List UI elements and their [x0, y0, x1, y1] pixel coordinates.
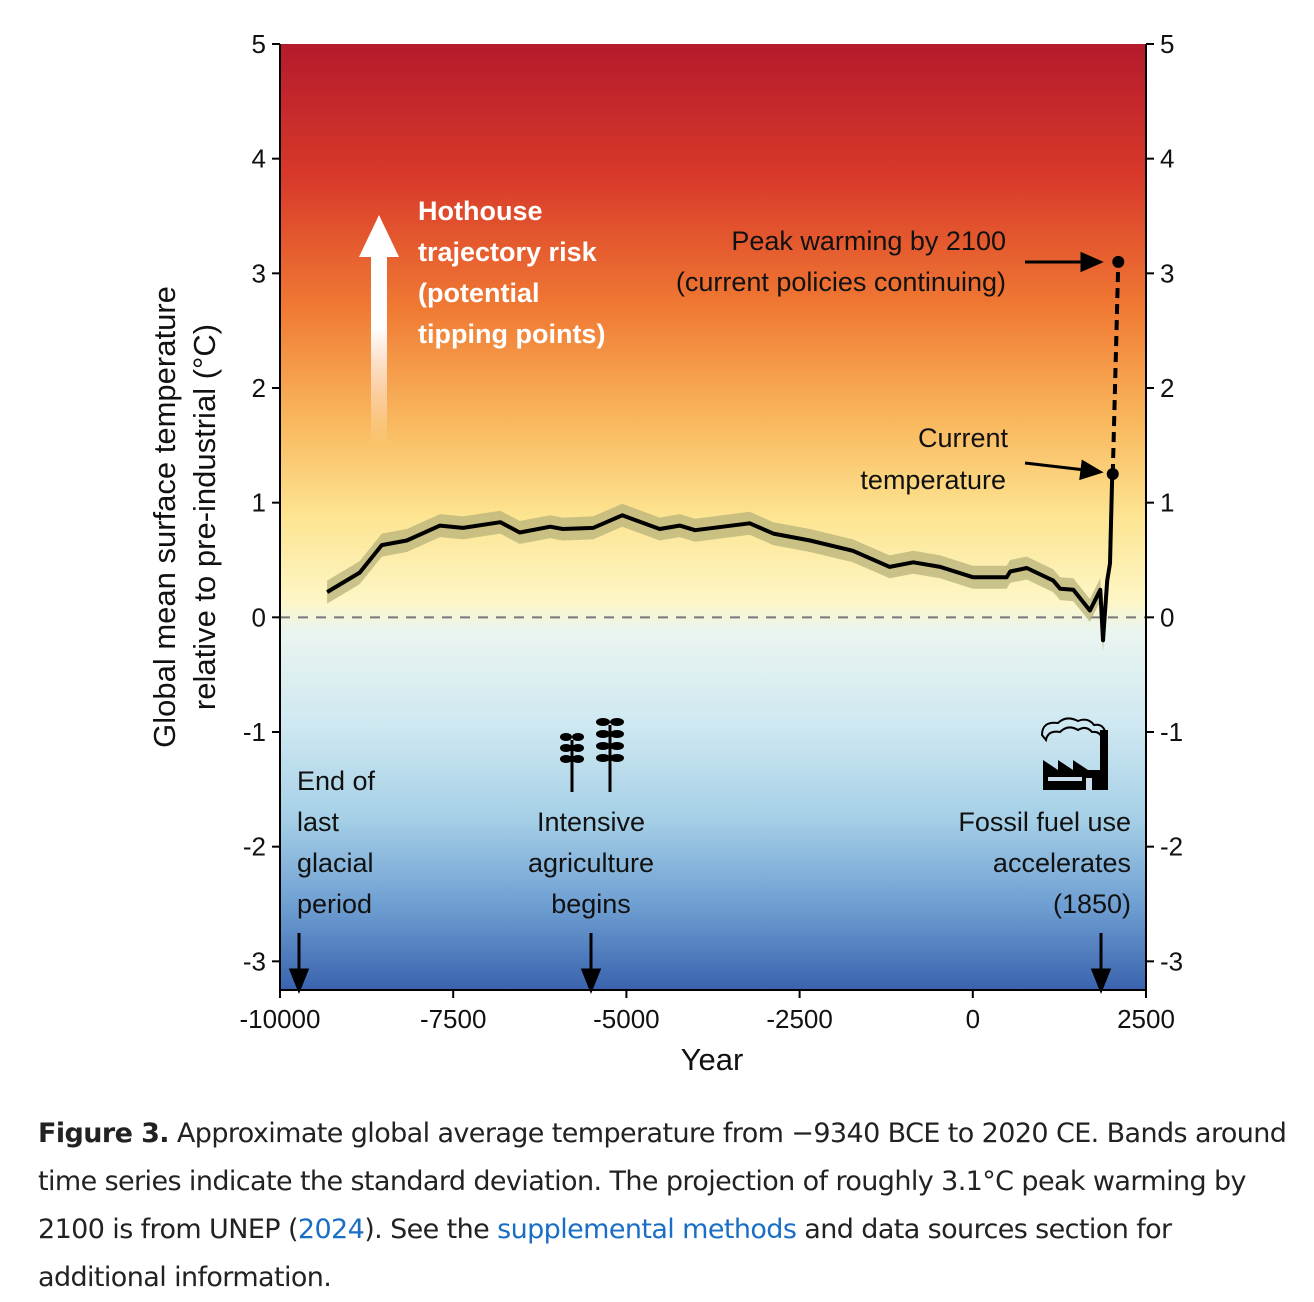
fossil-label: (1850) [1053, 889, 1131, 919]
caption-text: Approximate global average temperature f… [38, 1118, 1287, 1245]
y-tick-label-right: 5 [1160, 29, 1174, 59]
glacial-label: End of [297, 766, 376, 796]
y-tick-label-left: 2 [252, 373, 266, 403]
current-label: temperature [860, 465, 1006, 495]
y-tick-label-right: 1 [1160, 488, 1174, 518]
y-tick-label-right: 0 [1160, 602, 1174, 632]
y-tick-label-left: -1 [243, 717, 266, 747]
y-tick-label-left: 0 [252, 602, 266, 632]
hothouse-line: tipping points) [418, 319, 605, 349]
hothouse-line: (potential [418, 278, 540, 308]
agriculture-label: begins [551, 889, 631, 919]
citation-link[interactable]: 2024 [297, 1214, 365, 1245]
y-tick-label-right: 4 [1160, 144, 1174, 174]
caption-label: Figure 3. [38, 1118, 170, 1149]
y-tick-label-right: -2 [1160, 832, 1183, 862]
projection-line [1110, 261, 1121, 475]
hothouse-arrow-icon [359, 215, 399, 445]
supplemental-methods-link[interactable]: supplemental methods [497, 1214, 797, 1245]
caption-text: ). See the [364, 1214, 498, 1245]
current-label: Current [918, 423, 1009, 453]
y-tick-label-right: -1 [1160, 717, 1183, 747]
current-arrowhead-icon [1079, 459, 1104, 481]
figure-caption: Figure 3. Approximate global average tem… [38, 1110, 1298, 1302]
factory-icon [1040, 717, 1108, 790]
y-tick-label-left: -3 [243, 946, 266, 976]
y-tick-label-left: 1 [252, 488, 266, 518]
hothouse-line: Hothouse [418, 196, 543, 226]
temperature-chart: 5 5 4 4 3 3 2 2 1 1 0 0 -1 -1 -2 -2 -3 -3 -10000 -7500 -5000… [147, 29, 1184, 1077]
wheat-icon [560, 718, 624, 792]
fossil-arrow-icon [1090, 933, 1112, 995]
x-tick-label: -7500 [420, 1004, 487, 1034]
hothouse-line: trajectory risk [418, 237, 598, 267]
x-tick-label: -10000 [240, 1004, 321, 1034]
glacial-label: glacial [297, 848, 374, 878]
y-tick-label-left: 5 [252, 29, 266, 59]
y-axis-title: relative to pre-industrial (°C) [187, 324, 222, 710]
axes: 5 5 4 4 3 3 2 2 1 1 0 0 -1 -1 -2 -2 -3 -3 -10000 -7500 -5000… [240, 29, 1184, 1034]
x-tick-label: 0 [966, 1004, 980, 1034]
x-tick-label: -2500 [766, 1004, 833, 1034]
fossil-label: accelerates [993, 848, 1131, 878]
x-tick-label: -5000 [593, 1004, 660, 1034]
x-axis-title: Year [681, 1042, 744, 1077]
data-marks [326, 255, 1125, 652]
current-arrow [1024, 461, 1086, 472]
fossil-label: Fossil fuel use [958, 807, 1131, 837]
agriculture-label: Intensive [537, 807, 645, 837]
point-current [1106, 468, 1119, 480]
y-tick-label-left: -2 [243, 832, 266, 862]
axis-frame [279, 44, 1147, 991]
peak-arrowhead-icon [1080, 251, 1104, 273]
glacial-label: period [297, 889, 372, 919]
y-tick-label-left: 3 [252, 258, 266, 288]
glacial-label: last [297, 807, 340, 837]
peak-label: Peak warming by 2100 [731, 226, 1006, 256]
y-tick-label-left: 4 [252, 144, 266, 174]
glacial-arrow-icon [288, 933, 310, 995]
peak-label: (current policies continuing) [676, 267, 1006, 297]
point-peak-2100 [1112, 255, 1125, 268]
y-tick-label-right: 2 [1160, 373, 1174, 403]
agriculture-arrow-icon [580, 933, 602, 995]
x-tick-label: 2500 [1117, 1004, 1175, 1034]
y-tick-label-right: 3 [1160, 258, 1174, 288]
agriculture-label: agriculture [528, 848, 654, 878]
hothouse-label: Hothouse trajectory risk (potential tipp… [418, 196, 605, 349]
y-tick-label-right: -3 [1160, 946, 1183, 976]
y-axis-title: Global mean surface temperature [147, 286, 182, 748]
temperature-line [326, 473, 1115, 643]
